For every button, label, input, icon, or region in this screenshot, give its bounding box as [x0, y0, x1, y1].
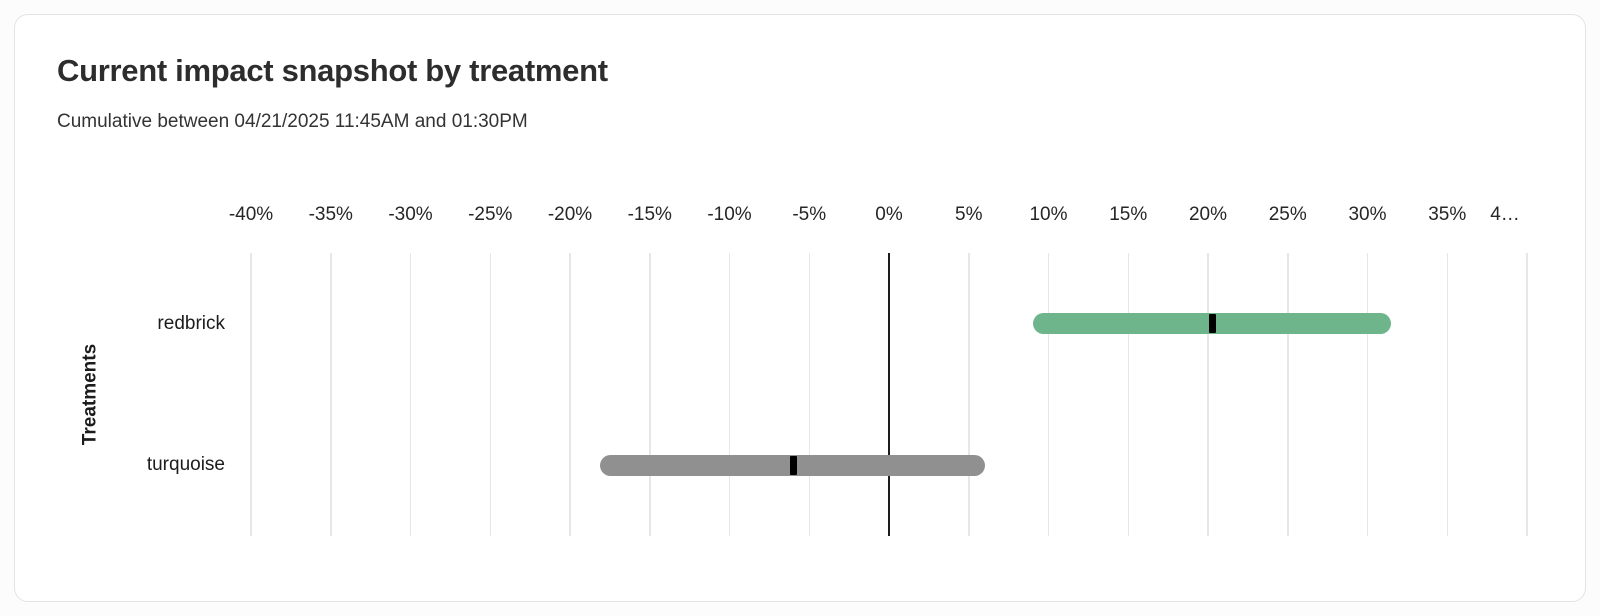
gridline: [808, 253, 810, 536]
x-axis-tick-labels: -40% -35% -30% -25% -20% -15% -10% -5% 0% 5% 10% 15…: [229, 202, 1527, 228]
x-tick-label: -10%: [707, 204, 752, 225]
category-label-redbrick: redbrick: [157, 312, 225, 334]
plot-area: [250, 253, 1528, 536]
x-tick-label: -35%: [308, 204, 353, 225]
gridline: [1287, 253, 1289, 536]
gridline: [569, 253, 571, 536]
gridline: [330, 253, 332, 536]
chart-title: Current impact snapshot by treatment: [57, 53, 608, 88]
x-tick-label: -5%: [792, 204, 827, 225]
gridline: [1127, 253, 1129, 536]
estimate-marker-redbrick: [1209, 314, 1217, 334]
x-tick-label: -20%: [547, 204, 593, 225]
gridline: [409, 253, 412, 536]
x-tick-label: -40%: [228, 204, 274, 225]
zero-axis-line: [888, 253, 890, 536]
category-labels: redbrick turquoise: [55, 253, 225, 536]
x-tick-label: 15%: [1109, 204, 1148, 225]
x-tick-label: 30%: [1348, 204, 1387, 225]
gridline: [1446, 253, 1448, 536]
chart-card: Current impact snapshot by treatment Cum…: [14, 14, 1586, 602]
gridline: [1207, 253, 1209, 536]
category-label-turquoise: turquoise: [146, 454, 225, 476]
gridline: [649, 253, 651, 536]
x-tick-label: -30%: [388, 204, 433, 225]
x-tick-label: 20%: [1188, 204, 1228, 225]
x-tick-label: 25%: [1268, 204, 1307, 225]
x-tick-label: 35%: [1428, 204, 1467, 225]
gridline: [489, 253, 491, 536]
gridline: [250, 253, 252, 536]
x-tick-label: -25%: [468, 204, 513, 225]
gridline: [968, 253, 970, 536]
gridline: [1366, 253, 1369, 536]
chart-subtitle: Cumulative between 04/21/2025 11:45AM an…: [57, 111, 528, 132]
gridline: [1047, 253, 1050, 536]
x-tick-label: 10%: [1029, 204, 1068, 225]
gridline: [1526, 253, 1528, 536]
x-tick-label: 5%: [955, 204, 983, 225]
gridline: [728, 253, 731, 536]
x-tick-label: 4…: [1490, 204, 1520, 225]
x-tick-label: 0%: [875, 204, 903, 225]
x-tick-label: -15%: [627, 204, 672, 225]
estimate-marker-turquoise: [789, 455, 797, 475]
